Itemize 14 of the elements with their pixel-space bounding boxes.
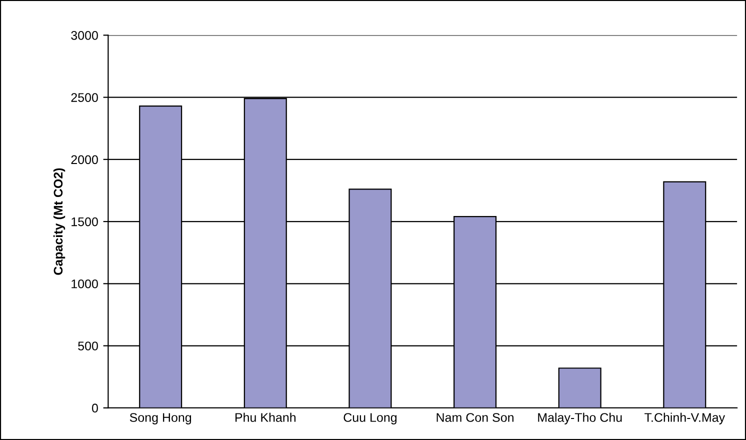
y-axis-title: Capacity (Mt CO2) <box>53 168 66 275</box>
x-tick-label: Phu Khanh <box>235 412 296 422</box>
x-tick-label: T.Chinh-V.May <box>644 412 726 424</box>
y-tick-label: 3000 <box>71 31 98 40</box>
x-tick-label: Song Hong <box>130 413 192 424</box>
x-tick-label: Cuu Long <box>344 413 397 424</box>
x-tick-label: Malay-Tho Chu <box>538 412 622 424</box>
y-tick-label: 0 <box>92 404 98 413</box>
y-tick-label: 500 <box>78 342 98 350</box>
y-tick-label: 1000 <box>72 279 98 288</box>
y-tick-label: 2000 <box>71 155 98 164</box>
y-tick-label: 2500 <box>71 93 98 102</box>
x-tick-label: Nam Con Son <box>436 413 514 422</box>
y-tick-label: 1500 <box>72 217 98 226</box>
